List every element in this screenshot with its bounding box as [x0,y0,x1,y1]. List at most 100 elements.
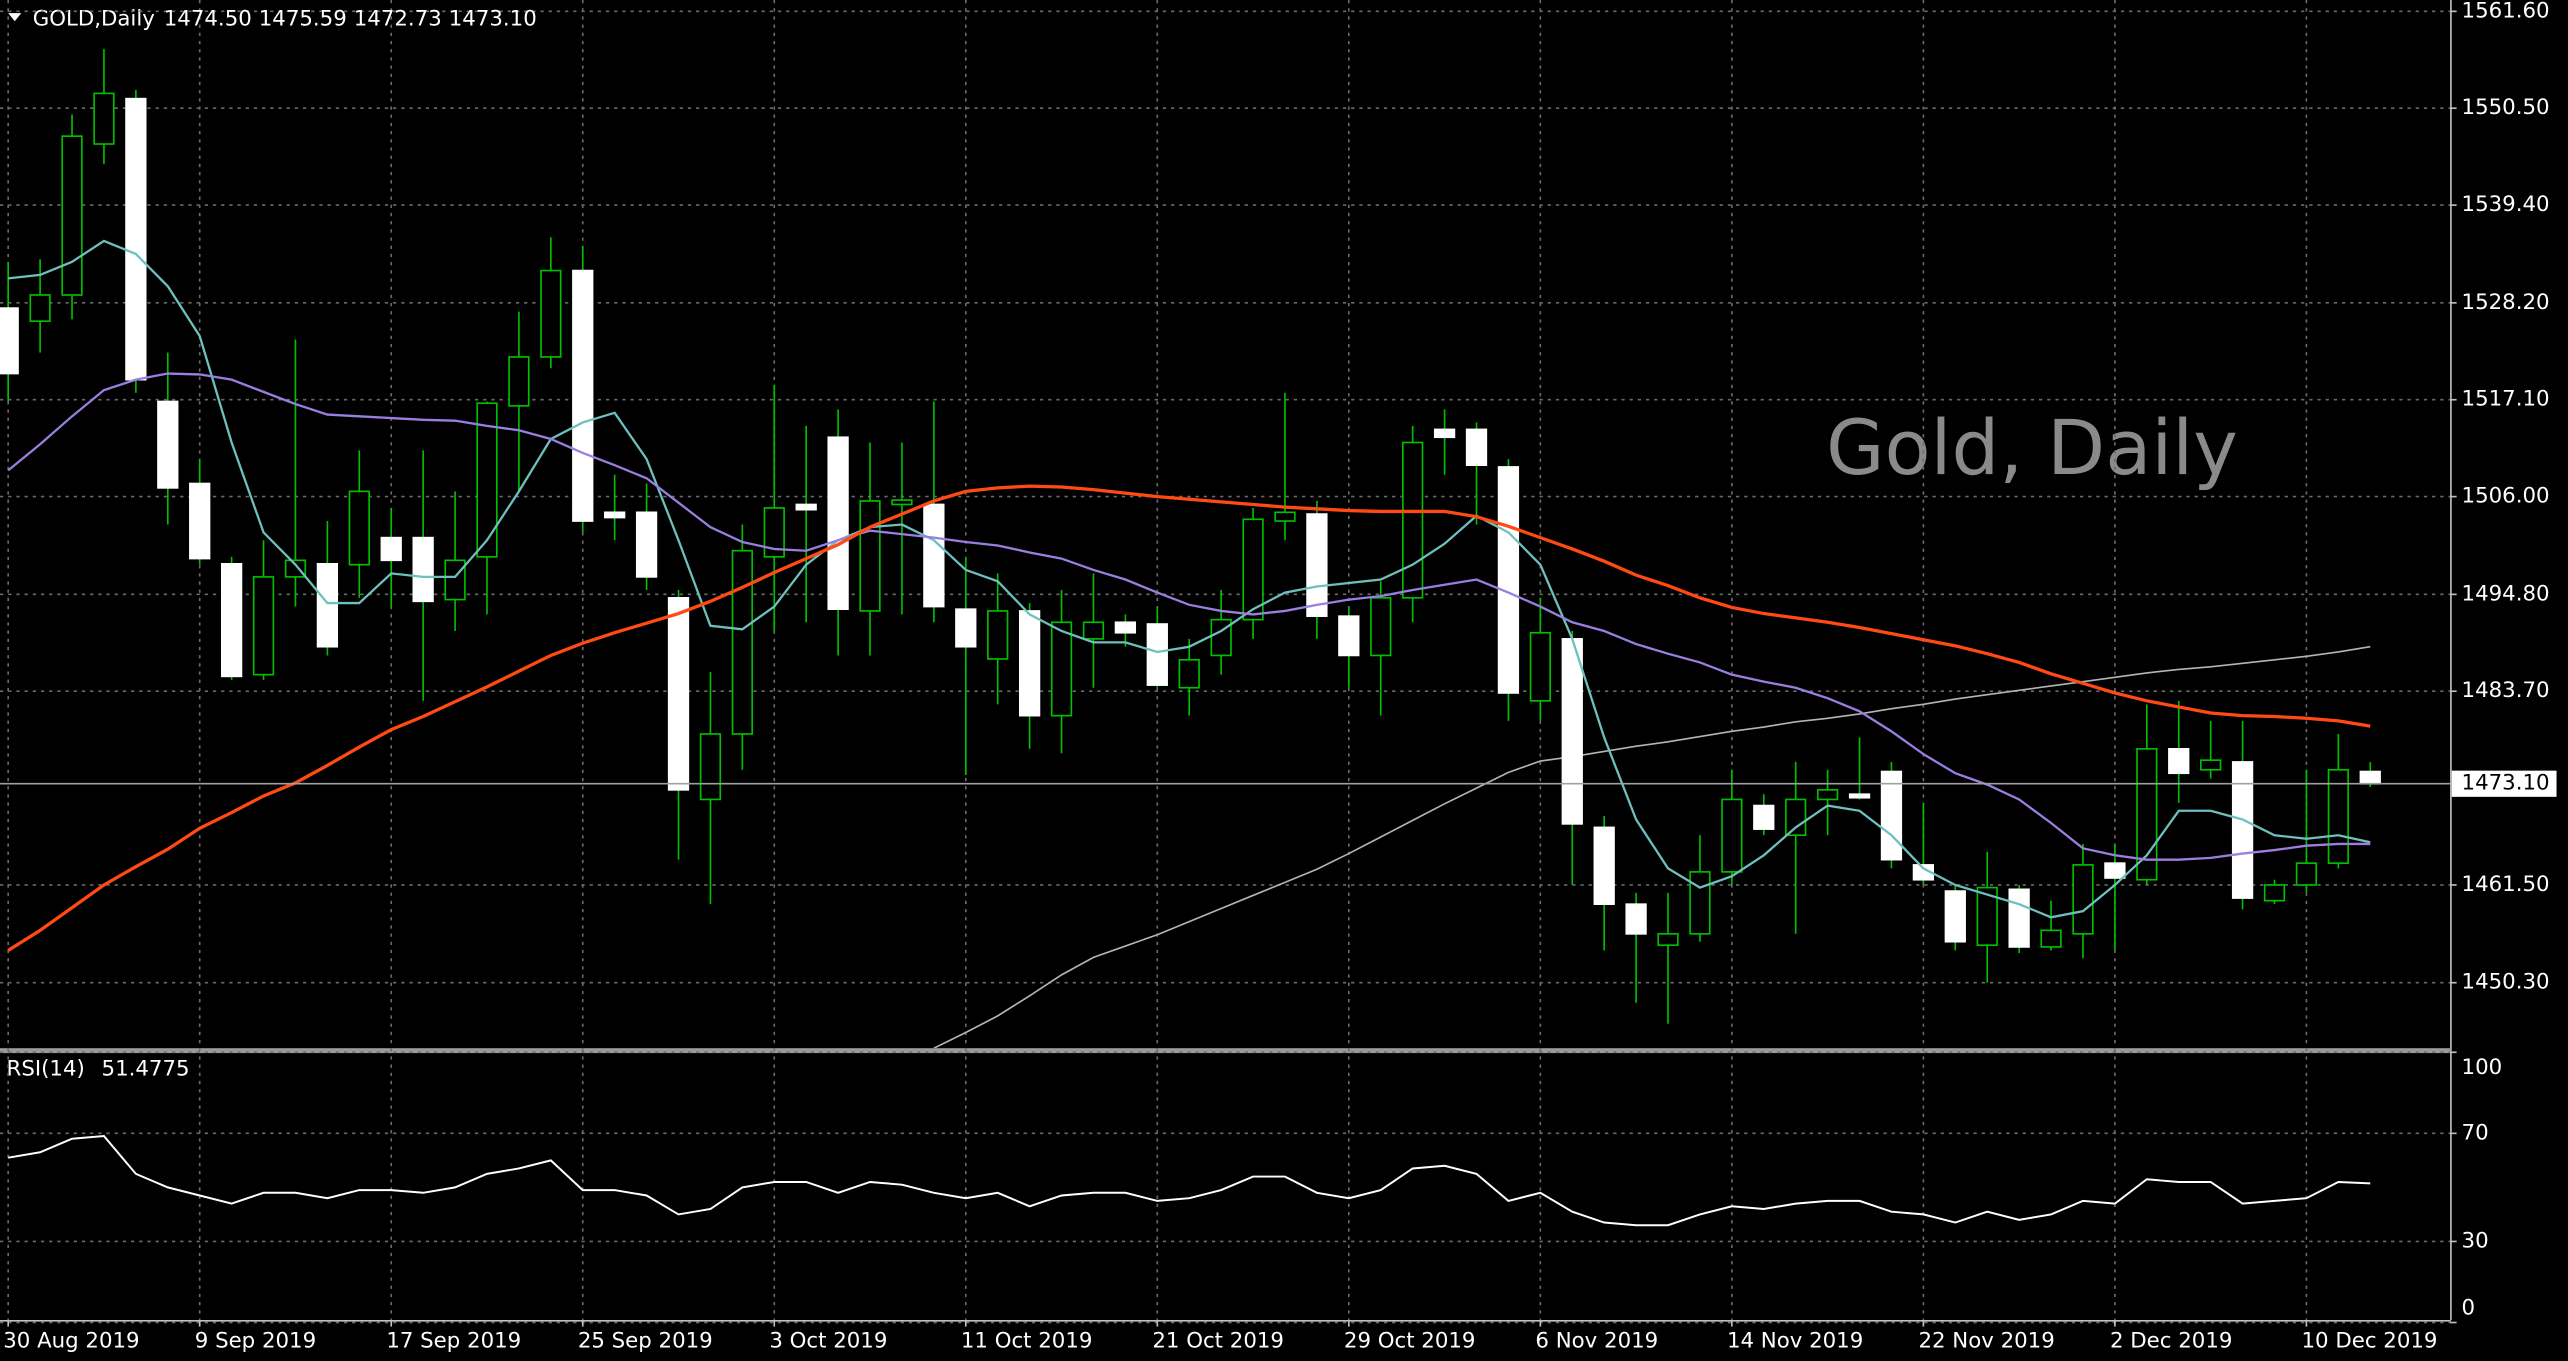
candle-body [1242,518,1264,621]
candle-body [348,490,370,566]
candle-body [508,356,530,407]
candle-body [2263,884,2286,902]
candle-body [795,503,817,511]
candle-body [1465,428,1488,467]
x-tick-label: 10 Dec 2019 [2302,1328,2438,1353]
candle-body [891,499,913,506]
x-tick-label: 6 Nov 2019 [1535,1328,1658,1353]
candle-body [1657,933,1679,947]
candle-body [189,482,211,560]
candle-body [1338,615,1360,657]
candle-body [1593,826,1615,905]
candle-body [2072,864,2094,935]
y-tick-label: 1506.00 [2462,484,2550,509]
candle-body [0,307,19,375]
candle-body [1721,798,1743,873]
x-tick-label: 14 Nov 2019 [1727,1328,1863,1353]
candle-body [2040,929,2062,948]
x-tick-label: 3 Oct 2019 [769,1328,887,1353]
title-value: 1473.10 [449,7,537,32]
candle-body [572,269,594,522]
candle-body [699,733,722,801]
rsi-tick-label: 0 [2462,1296,2476,1321]
candle-body [1689,871,1711,935]
candle-body [1018,610,1041,717]
y-tick-label: 1494.80 [2462,581,2550,606]
y-tick-label: 1528.20 [2462,290,2550,315]
title-value: 1475.59 [259,7,347,32]
moving-average [933,645,2371,1049]
candle-body [29,294,51,323]
candle-body [2231,761,2254,899]
grid [0,0,2451,1324]
y-tick-label: 1550.50 [2462,95,2550,120]
candle-body [763,507,785,558]
candle-body [955,608,977,648]
candle-body [2327,768,2349,864]
candle-body [540,269,562,358]
candle-body [1816,789,1839,801]
main-panel [0,48,2381,1049]
rsi-tick-label: 70 [2462,1120,2489,1145]
candle-body [1050,621,1073,717]
frame [0,0,2452,1322]
candle-body [1433,428,1456,439]
candle-body [987,610,1009,660]
candle-body [635,511,658,578]
candle-body [1402,441,1424,599]
rsi-tick-label: 30 [2462,1228,2489,1253]
rsi-panel [8,1135,2371,1227]
x-tick-label: 22 Nov 2019 [1918,1328,2054,1353]
candle-body [2295,862,2318,886]
candle-body [1178,658,1200,689]
candle-body [2359,770,2381,785]
x-tick-label: 30 Aug 2019 [3,1328,139,1353]
x-tick-label: 11 Oct 2019 [961,1328,1093,1353]
moving-average [7,484,2371,952]
y-tick-label: 1461.50 [2462,872,2550,897]
last-price-box [2451,770,2557,797]
candle-body [827,436,849,611]
candle-body [2168,748,2190,775]
candle-body [1146,623,1168,686]
rsi-tick-label: 100 [2462,1055,2503,1080]
collapse-icon [8,13,22,22]
candle-body [1848,793,1871,799]
x-tick-label: 17 Sep 2019 [386,1328,521,1353]
watermark: Gold, Daily [1826,404,2238,492]
candle-body [1274,511,1296,522]
last-price-label: 1473.10 [2462,771,2550,796]
candle-body [731,549,753,735]
rsi-line [8,1135,2371,1227]
candle-body [284,559,307,578]
y-tick-label: 1517.10 [2462,387,2550,412]
candle-body [1561,638,1583,825]
candle-body [93,92,115,145]
candle-body [1880,770,1903,861]
candle-body [1306,513,1328,617]
x-tick-label: 2 Dec 2019 [2110,1328,2232,1353]
candle-body [412,536,434,603]
candle-body [476,402,498,558]
candle-body [1370,597,1392,657]
x-tick-label: 29 Oct 2019 [1344,1328,1476,1353]
candle-body [604,511,626,519]
candle-body [157,400,179,489]
candle-body [1785,798,1807,837]
candle-body [1114,621,1137,634]
candle-body [316,562,339,648]
y-tick-label: 1450.30 [2462,970,2550,995]
candle-body [2200,759,2222,771]
title-value: 1474.50 [164,7,252,32]
candle-body [1753,804,1775,830]
y-tick-label: 1483.70 [2462,678,2550,703]
candle-body [923,503,945,608]
panel-separator [0,1048,2451,1054]
candle-body [859,500,881,612]
x-tick-label: 21 Oct 2019 [1152,1328,1284,1353]
y-tick-label: 1539.40 [2462,192,2550,217]
x-tick-label: 9 Sep 2019 [195,1328,316,1353]
candle-body [1625,903,1647,935]
candle-body [1976,886,1998,947]
